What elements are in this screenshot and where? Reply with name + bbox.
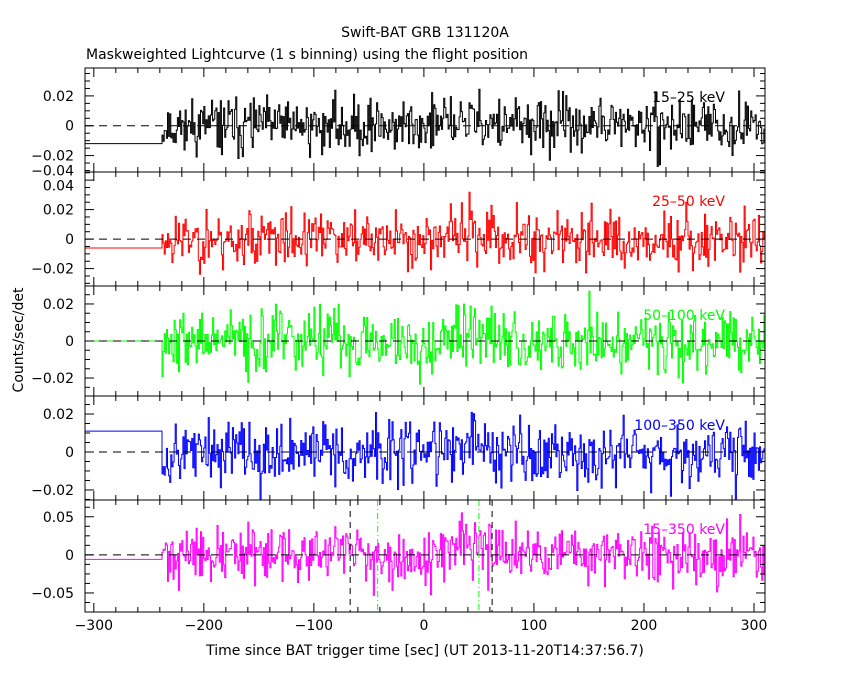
y-tick-label: 0.02 [43,89,74,105]
lightcurve-series-line [85,191,765,275]
x-tick-label: −300 [75,618,113,634]
series-label: 15–25 keV [652,90,725,106]
x-tick-label: −100 [295,618,333,634]
panel-15-350-kev: 0.05 0 −0.05 15–350 keV [31,499,766,613]
x-tick-label: −200 [185,618,223,634]
y-tick-label: 0.04 [43,179,74,195]
panel-15-25-kev: 0.02 0 −0.02−0.04 15–25 keV [31,67,766,180]
y-tick-label: 0 [65,334,74,350]
lightcurve-series-line [85,512,765,596]
y-tick-label: 0.05 [43,510,74,526]
panel-100-350-kev: 0.02 0 −0.02 100–350 keV [31,395,766,501]
y-tick-label: 0.02 [43,297,74,313]
series-label: 25–50 keV [652,194,725,210]
y-tick-label: 0 [65,445,74,461]
lightcurve-series-line [85,88,765,167]
panel-frame [84,499,766,613]
series-label: 100–350 keV [634,418,725,434]
y-tick-label: −0.02 [31,371,74,387]
chart-subtitle: Maskweighted Lightcurve (1 s binning) us… [86,47,528,63]
y-tick-label: −0.02 [31,483,74,499]
y-axis-label: Counts/sec/det [11,287,27,392]
y-tick-label: −0.02 [31,262,74,278]
lightcurve-series-line [85,290,765,385]
series-label: 50–100 keV [643,308,725,324]
lightcurve-series-line [85,411,765,501]
panel-50-100-kev: 0.02 0 −0.02 50–100 keV [31,285,766,397]
x-tick-label: 300 [741,618,768,634]
x-tick-label: 0 [419,618,428,634]
chart-title: Swift-BAT GRB 131120A [341,25,509,41]
y-tick-label: −0.04 [31,164,74,180]
y-tick-label: 0.02 [43,407,74,423]
y-tick-label: 0 [65,232,74,248]
x-tick-label: 100 [521,618,548,634]
panel-25-50-kev: 0.04 0.02 0 −0.02 25–50 keV [31,171,766,287]
x-tick-label: 200 [631,618,658,634]
y-tick-label: −0.05 [31,586,74,602]
series-label: 15–350 keV [643,522,725,538]
x-axis-label: Time since BAT trigger time [sec] (UT 20… [205,643,644,659]
y-tick-label: 0 [65,548,74,564]
y-tick-label: 0.02 [43,203,74,219]
y-tick-label: −0.02 [31,149,74,165]
panel-frame [84,171,766,287]
y-tick-label: 0 [65,119,74,135]
